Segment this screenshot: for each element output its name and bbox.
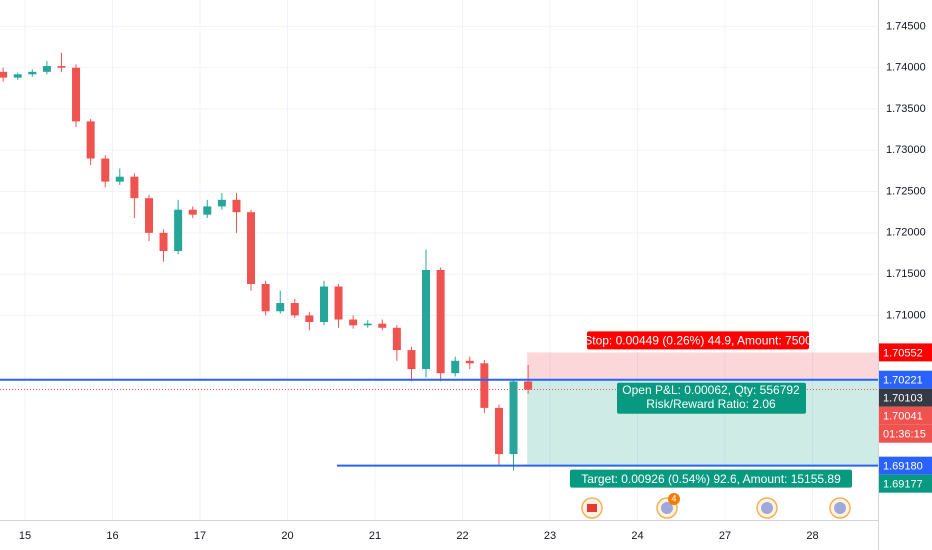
x-tick-label: 21 — [369, 530, 381, 542]
y-tick-label: 1.74500 — [886, 20, 926, 32]
axis-price-box — [879, 388, 932, 407]
candle-body — [392, 327, 401, 351]
candle-body — [524, 381, 533, 390]
y-tick-label: 1.73500 — [886, 103, 926, 115]
candle-body — [436, 269, 445, 374]
flag — [761, 502, 773, 514]
x-tick-label: 15 — [19, 530, 31, 542]
x-tick-label: 28 — [806, 530, 818, 542]
badge — [668, 493, 680, 505]
candle-body — [217, 199, 226, 207]
candle-body — [28, 71, 37, 75]
axis-price-box — [879, 370, 932, 389]
target-label: Target: 0.00926 (0.54%) 92.6, Amount: 15… — [581, 472, 841, 486]
flag — [587, 504, 597, 512]
candle-body — [159, 232, 168, 252]
candle-body — [101, 158, 110, 182]
candle-body — [261, 284, 270, 312]
y-tick-label: 1.72000 — [886, 227, 926, 239]
y-tick-label: 1.71500 — [886, 268, 926, 280]
candle-body — [407, 350, 416, 370]
countdown: 01:36:15 — [883, 429, 926, 441]
axis-price-label: 1.70103 — [883, 393, 923, 405]
x-tick-label: 22 — [456, 530, 468, 542]
candle-body — [509, 381, 518, 455]
axis-price-box — [879, 343, 932, 362]
candle-body — [130, 176, 139, 199]
badge-count: 4 — [671, 493, 676, 503]
position-zones — [527, 352, 878, 466]
candle-body — [86, 121, 95, 159]
candle-body — [422, 269, 431, 370]
candle-body — [465, 360, 474, 364]
event-icons: 4 — [581, 493, 851, 519]
candle-body — [0, 71, 8, 78]
y-tick-label: 1.71000 — [886, 309, 926, 321]
candle-body — [13, 74, 22, 78]
pnl-label: Open P&L: 0.00062, Qty: 556792 — [622, 383, 800, 397]
axis-price-box — [879, 456, 932, 475]
candle-body — [203, 206, 212, 215]
candle-body — [363, 323, 372, 326]
pnl-box — [617, 382, 806, 414]
plot — [0, 52, 533, 471]
axis-price-label: 1.69180 — [883, 461, 923, 473]
axis-price-label: 1.70221 — [883, 375, 923, 387]
candle-body — [188, 209, 197, 215]
candle-body — [349, 319, 358, 326]
candle-body — [72, 67, 81, 122]
stop-label: Stop: 0.00449 (0.26%) 44.9, Amount: 7500 — [584, 334, 812, 348]
candle-body — [305, 315, 314, 323]
candle-body — [451, 360, 460, 374]
candle-body — [494, 407, 503, 455]
flag — [661, 502, 673, 514]
candle-body — [334, 286, 343, 320]
candle-body — [290, 303, 299, 316]
y-tick-label: 1.73000 — [886, 144, 926, 156]
stop-label-box — [587, 331, 809, 350]
axis-price-label: 1.70552 — [883, 347, 923, 359]
axis-price-box — [879, 474, 932, 493]
candle-body — [115, 176, 124, 182]
candle-body — [480, 363, 489, 408]
y-tick-label: 1.72500 — [886, 185, 926, 197]
candle-body — [247, 212, 256, 285]
x-tick-label: 24 — [631, 530, 643, 542]
flag — [834, 502, 846, 514]
candle-body — [232, 199, 241, 213]
candle-body — [174, 209, 183, 252]
candle-body — [276, 303, 285, 312]
stop-zone — [527, 352, 878, 380]
y-tick-label: 1.74000 — [886, 62, 926, 74]
candle-body — [378, 323, 387, 328]
candle-body — [319, 286, 328, 323]
candle-body — [57, 66, 66, 68]
ratio-label: Risk/Reward Ratio: 2.06 — [646, 397, 776, 411]
target-label-box — [570, 469, 852, 488]
x-tick-label: 17 — [194, 530, 206, 542]
candle-body — [42, 66, 51, 72]
axis-price-box — [879, 406, 932, 425]
axis-price-label: 1.69177 — [883, 479, 923, 491]
x-tick-label: 27 — [719, 530, 731, 542]
x-tick-label: 16 — [106, 530, 118, 542]
candle-body — [145, 198, 154, 233]
x-tick-label: 23 — [544, 530, 556, 542]
x-tick-label: 20 — [281, 530, 293, 542]
axis-price-label: 1.70041 — [883, 411, 923, 423]
overlays: Stop: 0.00449 (0.26%) 44.9, Amount: 7500… — [0, 331, 878, 488]
countdown-box — [879, 424, 932, 443]
